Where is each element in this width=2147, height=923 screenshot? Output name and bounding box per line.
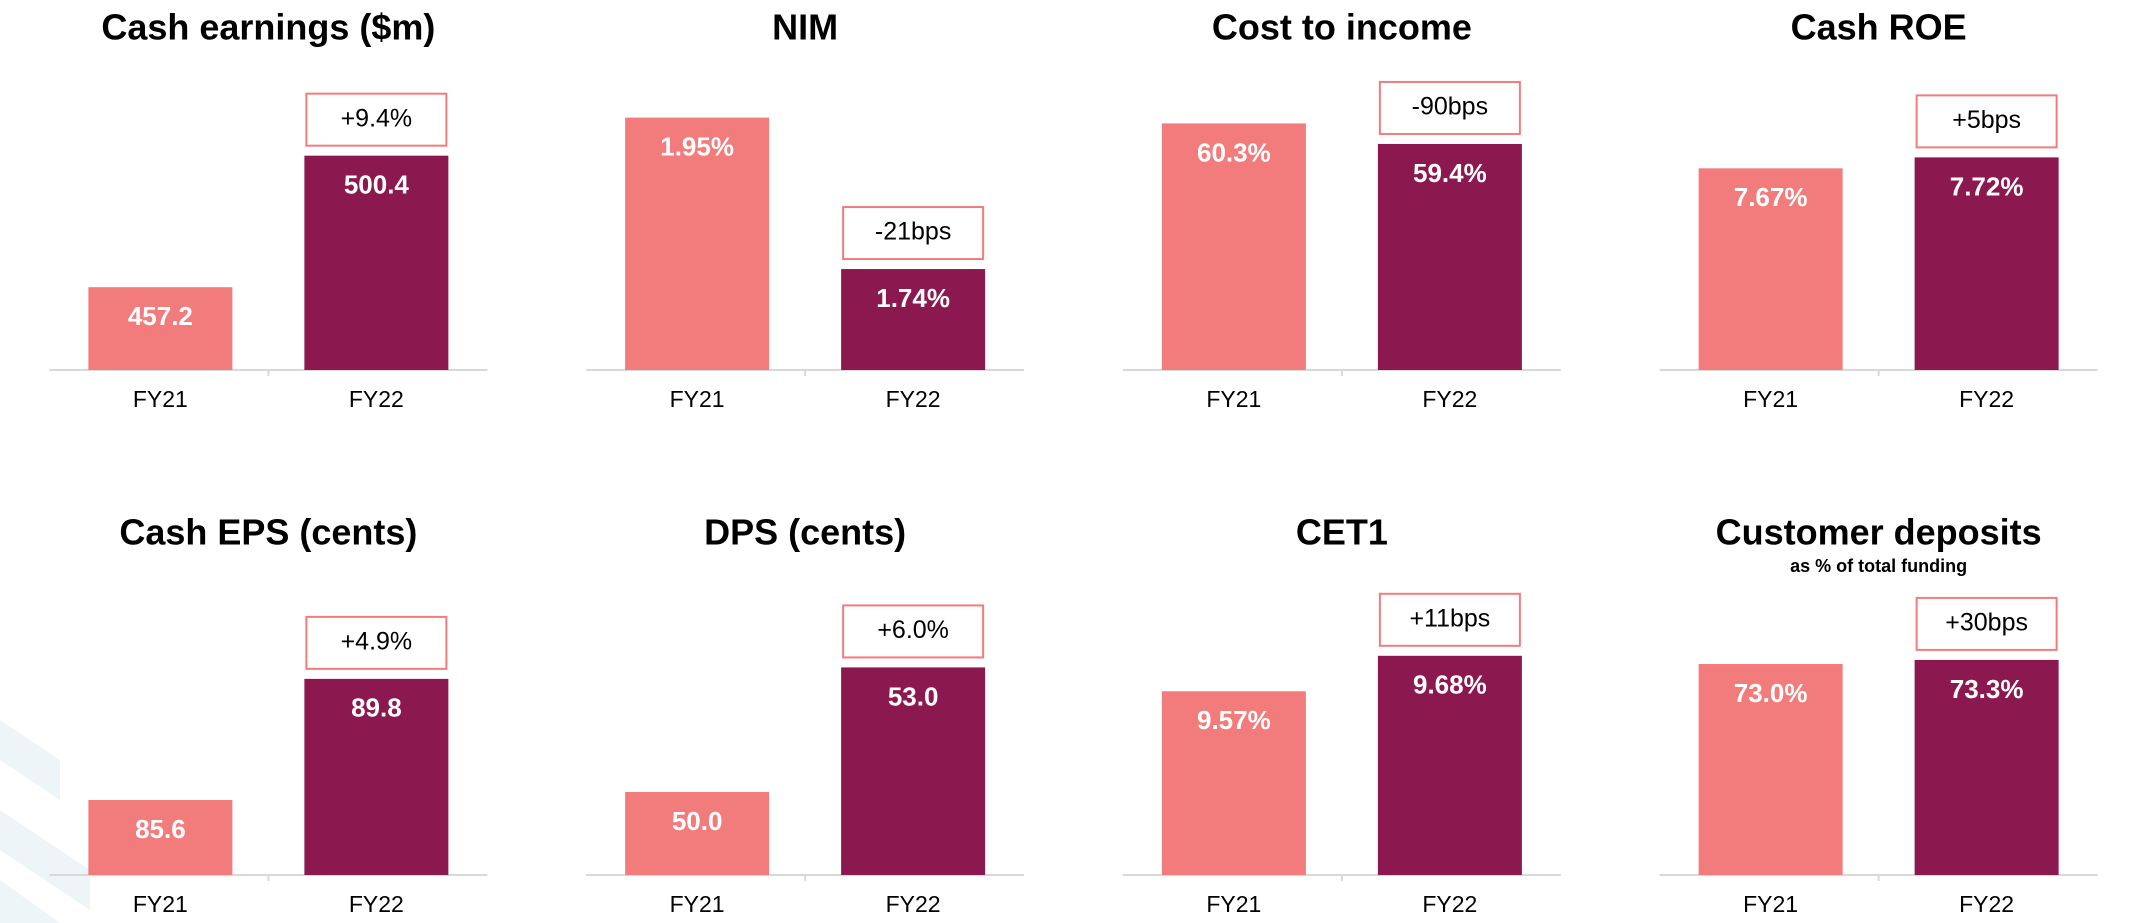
- x-tick-label: FY22: [1422, 386, 1477, 412]
- annotation: -90bps: [1412, 93, 1488, 121]
- bar: [841, 667, 986, 875]
- value-label: 60.3%: [1197, 137, 1271, 167]
- annotation-box: [1915, 94, 2058, 149]
- x-tick-label: FY21: [1206, 386, 1261, 412]
- value-label: 73.0%: [1734, 678, 1808, 708]
- value-label: 457.2: [128, 301, 193, 331]
- bar: [1377, 143, 1522, 370]
- bar: [1161, 123, 1306, 371]
- x-tick-label: FY22: [886, 386, 941, 412]
- value-label: 85.6: [135, 814, 186, 844]
- x-tick-label: FY21: [133, 891, 188, 917]
- annotation: -21bps: [875, 218, 951, 246]
- stripe: [0, 720, 60, 800]
- chart-title: NIM: [772, 7, 838, 48]
- decoration: [0, 720, 90, 923]
- x-tick-label: FY21: [1206, 891, 1261, 917]
- chart-title: Cash EPS (cents): [119, 512, 417, 553]
- value-label: 7.67%: [1734, 182, 1808, 212]
- value-label: 500.4: [344, 170, 410, 200]
- annotation: +5bps: [1952, 106, 2021, 134]
- annotation: +6.0%: [877, 616, 949, 644]
- bar: [1698, 168, 1843, 370]
- value-label: 9.68%: [1413, 670, 1487, 700]
- annotation-box: [1378, 80, 1521, 135]
- value-label: 50.0: [672, 806, 723, 836]
- annotation: +4.9%: [341, 627, 413, 655]
- chart-title: CET1: [1296, 512, 1388, 553]
- x-tick-label: FY21: [670, 891, 725, 917]
- value-label: 59.4%: [1413, 158, 1487, 188]
- annotation-box: [305, 92, 448, 147]
- chart-title: Customer deposits: [1716, 512, 2042, 553]
- value-label: 1.95%: [660, 132, 734, 162]
- value-label: 1.74%: [876, 283, 950, 313]
- annotation: +11bps: [1409, 604, 1490, 632]
- annotation-box: [305, 615, 448, 670]
- bar: [625, 117, 770, 370]
- value-label: 73.3%: [1950, 674, 2024, 704]
- x-tick-label: FY22: [1959, 891, 2014, 917]
- bar: [1377, 655, 1522, 875]
- bar: [1914, 157, 2059, 370]
- annotation-box: [842, 604, 985, 659]
- chart-title: DPS (cents): [704, 512, 906, 553]
- x-tick-label: FY22: [886, 891, 941, 917]
- bar: [88, 287, 233, 370]
- bar: [625, 791, 770, 875]
- chart-title: Cash ROE: [1791, 7, 1967, 48]
- x-tick-label: FY22: [1959, 386, 2014, 412]
- chart-subtitle: as % of total funding: [1790, 556, 1967, 576]
- x-tick-label: FY22: [1422, 891, 1477, 917]
- chart-title: Cost to income: [1212, 7, 1472, 48]
- value-label: 7.72%: [1950, 171, 2024, 201]
- x-tick-label: FY22: [349, 386, 404, 412]
- value-label: 9.57%: [1197, 705, 1271, 735]
- chart-title: Cash earnings ($m): [101, 7, 435, 48]
- x-tick-label: FY21: [1743, 386, 1798, 412]
- bar: [1161, 691, 1306, 875]
- bar: [841, 269, 986, 370]
- annotation: +30bps: [1945, 609, 2028, 637]
- annotation-box: [1378, 592, 1521, 647]
- x-tick-label: FY21: [133, 386, 188, 412]
- bar: [1914, 659, 2059, 875]
- annotation-box: [842, 206, 985, 261]
- bar: [1698, 664, 1843, 875]
- bar: [88, 800, 233, 875]
- x-tick-label: FY21: [670, 386, 725, 412]
- x-tick-label: FY21: [1743, 891, 1798, 917]
- bar: [304, 678, 449, 875]
- value-label: 89.8: [351, 693, 402, 723]
- stripe: [0, 880, 60, 923]
- bar: [304, 155, 449, 370]
- stripe: [0, 810, 90, 910]
- value-label: 53.0: [888, 681, 939, 711]
- annotation: +9.4%: [341, 104, 413, 132]
- x-tick-label: FY22: [349, 891, 404, 917]
- annotation-box: [1915, 596, 2058, 651]
